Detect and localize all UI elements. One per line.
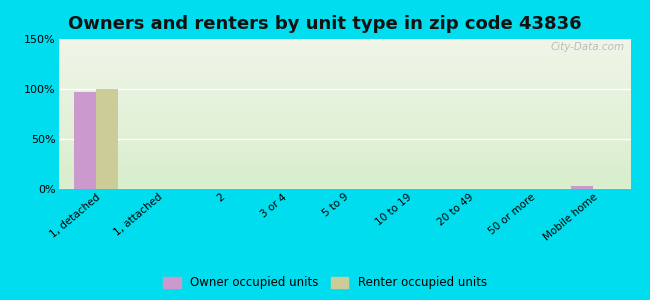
Bar (74, 92, 96, 189)
Text: City-Data.com: City-Data.com (551, 42, 625, 52)
Text: Owners and renters by unit type in zip code 43836: Owners and renters by unit type in zip c… (68, 15, 582, 33)
Legend: Owner occupied units, Renter occupied units: Owner occupied units, Renter occupied un… (159, 272, 491, 294)
Bar (571, 186, 593, 189)
Bar (96, 89, 118, 189)
